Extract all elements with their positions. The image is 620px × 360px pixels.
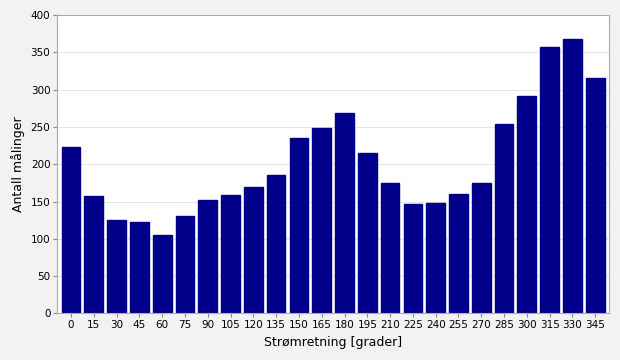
Bar <box>221 195 240 314</box>
Bar <box>427 203 445 314</box>
Bar <box>107 220 126 314</box>
Bar <box>518 96 536 314</box>
Bar <box>449 194 468 314</box>
Bar <box>495 124 513 314</box>
Bar <box>563 39 582 314</box>
Bar <box>358 153 376 314</box>
Bar <box>244 186 263 314</box>
Bar <box>84 195 103 314</box>
Bar <box>381 183 399 314</box>
X-axis label: Strømretning [grader]: Strømretning [grader] <box>264 336 402 349</box>
Bar <box>335 113 354 314</box>
Bar <box>404 204 422 314</box>
Bar <box>312 128 331 314</box>
Bar <box>61 147 81 314</box>
Bar <box>267 175 285 314</box>
Bar <box>472 183 490 314</box>
Bar <box>198 200 217 314</box>
Y-axis label: Antall målinger: Antall målinger <box>11 116 25 212</box>
Bar <box>290 138 308 314</box>
Bar <box>153 235 172 314</box>
Bar <box>130 222 149 314</box>
Bar <box>175 216 194 314</box>
Bar <box>586 78 604 314</box>
Bar <box>540 47 559 314</box>
